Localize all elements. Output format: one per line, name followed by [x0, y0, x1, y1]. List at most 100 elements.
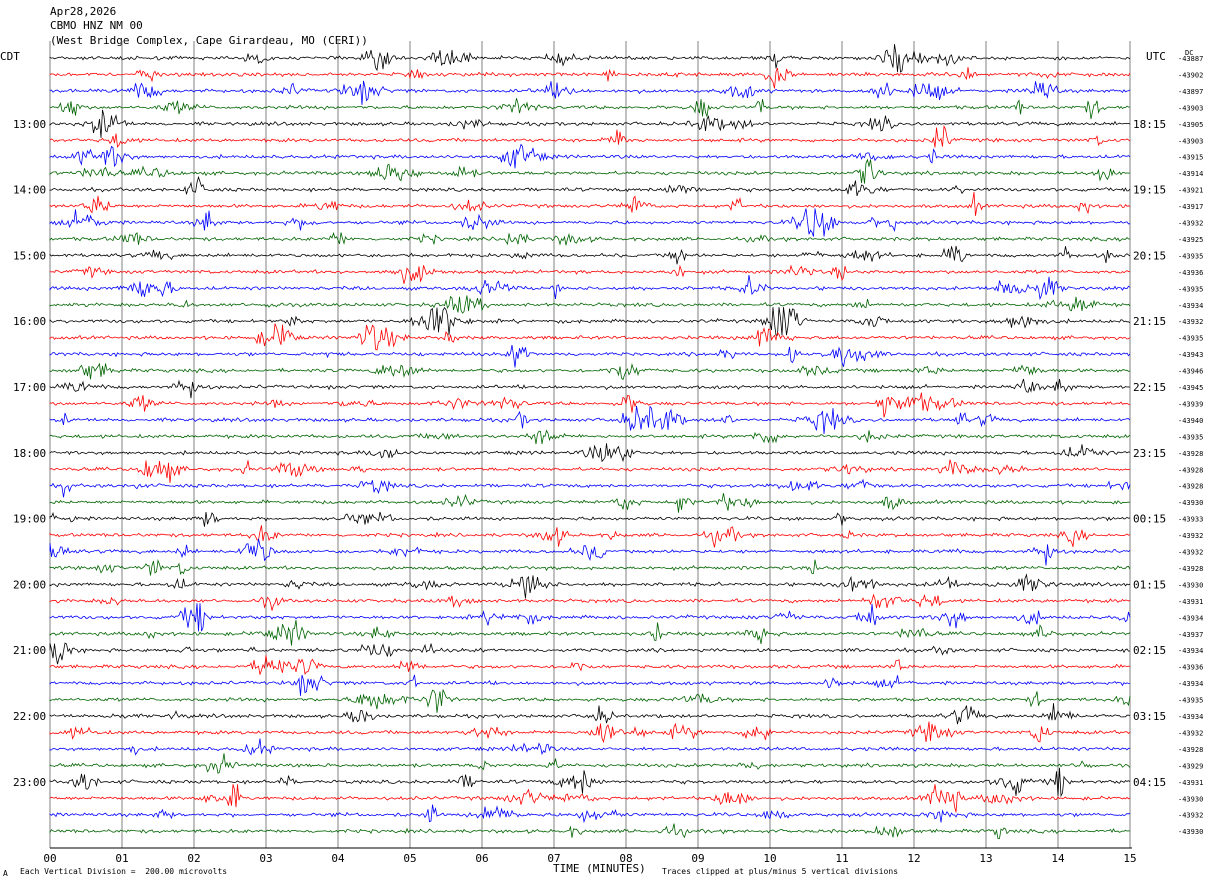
trace-row-42 [49, 738, 1130, 756]
right-hour-label: 22:15 [1133, 381, 1166, 394]
trace-offset-label: -43932 [1178, 729, 1203, 737]
x-tick-label: 05 [403, 852, 416, 865]
trace-offset-label: -43903 [1178, 137, 1203, 145]
trace-offset-label: -43887 [1178, 55, 1203, 63]
trace-offset-label: -43932 [1178, 318, 1203, 326]
trace-row-44 [49, 767, 1131, 798]
trace-row-37 [49, 655, 1131, 676]
trace-row-38 [49, 674, 1131, 696]
trace-offset-label: -43932 [1178, 220, 1203, 228]
trace-offset-label: -43932 [1178, 549, 1203, 557]
trace-offset-label: -43934 [1178, 614, 1203, 622]
trace-offset-label: -43935 [1178, 252, 1203, 260]
trace-row-31 [49, 558, 1131, 576]
station-code: CBMO HNZ NM 00 [50, 19, 143, 32]
left-hour-label: 23:00 [13, 776, 46, 789]
trace-row-1 [49, 67, 1131, 89]
corner-mark: A [3, 869, 8, 878]
trace-offset-label: -43928 [1178, 565, 1203, 573]
trace-offset-label: -43928 [1178, 450, 1203, 458]
x-tick-label: 02 [187, 852, 200, 865]
trace-row-26 [49, 478, 1131, 498]
clip-note: Traces clipped at plus/minus 5 vertical … [662, 867, 899, 876]
x-tick-label: 11 [835, 852, 848, 865]
left-hour-label: 14:00 [13, 184, 46, 197]
trace-offset-label: -43921 [1178, 187, 1203, 195]
plot-date: Apr28,2026 [50, 5, 117, 18]
x-tick-label: 12 [907, 852, 920, 865]
trace-offset-label: -43930 [1178, 581, 1203, 589]
trace-row-11 [49, 231, 1131, 246]
trace-offset-label: -43940 [1178, 417, 1203, 425]
trace-offset-label: -43945 [1178, 384, 1203, 392]
left-hour-label: 21:00 [13, 644, 46, 657]
trace-offset-label: -43917 [1178, 203, 1203, 211]
trace-offset-label: -43930 [1178, 828, 1203, 836]
trace-offset-label: -43930 [1178, 499, 1203, 507]
right-hour-label: 02:15 [1133, 644, 1166, 657]
trace-row-32 [49, 573, 1131, 599]
trace-row-28 [49, 511, 1131, 527]
right-hour-label: 20:15 [1133, 249, 1166, 262]
trace-row-47 [49, 823, 1131, 840]
right-hour-label: 03:15 [1133, 710, 1166, 723]
trace-row-14 [49, 275, 1131, 301]
trace-row-15 [49, 295, 1131, 314]
trace-row-8 [49, 175, 1131, 197]
left-timezone: CDT [0, 50, 20, 63]
trace-offset-label: -43934 [1178, 647, 1203, 655]
trace-offset-label: -43935 [1178, 335, 1203, 343]
trace-offset-label: -43902 [1178, 72, 1203, 80]
trace-offset-label: -43934 [1178, 680, 1203, 688]
trace-row-35 [49, 619, 1131, 646]
right-hour-label: 18:15 [1133, 118, 1166, 131]
axis-labels: 00 01 02 03 04 05 06 07 08 09 10 11 12 13 14 15 -43887 -4… [13, 49, 1203, 865]
x-tick-label: 03 [259, 852, 272, 865]
trace-row-2 [49, 80, 1131, 105]
trace-row-36 [49, 642, 1131, 665]
right-hour-label: 00:15 [1133, 513, 1166, 526]
right-hour-label: 04:15 [1133, 776, 1166, 789]
x-tick-label: 14 [1051, 852, 1065, 865]
trace-row-25 [49, 459, 1131, 484]
x-tick-label: 07 [547, 852, 560, 865]
trace-offset-label: -43905 [1178, 121, 1203, 129]
trace-row-16 [49, 306, 1131, 336]
trace-row-9 [49, 191, 1131, 216]
trace-row-29 [49, 525, 1131, 548]
trace-row-39 [49, 689, 1131, 713]
trace-offset-label: -43939 [1178, 400, 1203, 408]
trace-row-33 [49, 593, 1131, 611]
trace-row-6 [49, 143, 1131, 169]
x-tick-label: 08 [619, 852, 632, 865]
trace-offset-label: -43930 [1178, 795, 1203, 803]
right-hour-label: 21:15 [1133, 315, 1166, 328]
trace-row-19 [49, 362, 1131, 381]
trace-row-30 [49, 538, 1131, 566]
trace-row-4 [49, 109, 1131, 138]
trace-offset-label: -43903 [1178, 104, 1203, 112]
x-tick-label: 09 [691, 852, 704, 865]
x-tick-label: 15 [1123, 852, 1136, 865]
trace-row-21 [49, 392, 1131, 418]
trace-offset-label: -43934 [1178, 302, 1203, 310]
right-hour-label: 01:15 [1133, 578, 1166, 591]
trace-row-24 [49, 443, 1131, 463]
x-tick-label: 10 [763, 852, 776, 865]
trace-offset-label: -43946 [1178, 368, 1203, 376]
left-hour-label: 13:00 [13, 118, 46, 131]
trace-row-46 [49, 804, 1131, 824]
trace-row-23 [49, 429, 1131, 445]
trace-offset-label: -43934 [1178, 713, 1203, 721]
left-hour-label: 17:00 [13, 381, 46, 394]
x-tick-label: 04 [331, 852, 345, 865]
x-tick-label: 00 [43, 852, 56, 865]
trace-row-12 [49, 245, 1131, 265]
trace-offset-label: -43897 [1178, 88, 1203, 96]
trace-row-22 [49, 405, 1131, 434]
left-hour-label: 22:00 [13, 710, 46, 723]
trace-row-43 [49, 753, 1131, 774]
trace-row-10 [49, 208, 1131, 237]
trace-offset-label: -43928 [1178, 483, 1203, 491]
trace-offset-label: -43943 [1178, 351, 1203, 359]
